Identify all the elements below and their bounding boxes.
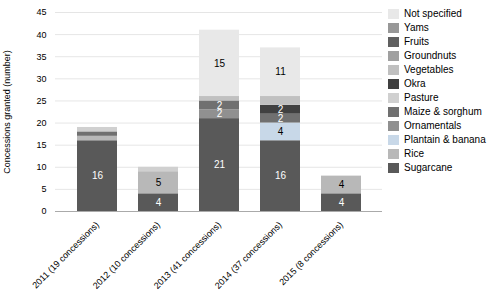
svg-text:0: 0 — [41, 206, 46, 216]
html-text:Ornamentals: Ornamentals — [404, 120, 462, 131]
svg-text:4: 4 — [278, 126, 284, 137]
svg-text:2013 (41 concessions): 2013 (41 concessions) — [152, 220, 223, 291]
svg-text:2: 2 — [217, 100, 223, 111]
svg-text:4: 4 — [156, 197, 162, 208]
svg-text:4: 4 — [339, 197, 345, 208]
svg-text:16: 16 — [275, 170, 287, 181]
svg-text:2012 (10 concessions): 2012 (10 concessions) — [91, 220, 162, 291]
svg-text:11: 11 — [275, 66, 286, 77]
svg-text:45: 45 — [36, 7, 46, 17]
svg-text:2015 (8 concessions): 2015 (8 concessions) — [277, 220, 345, 288]
html-text:Pasture: Pasture — [404, 92, 439, 103]
svg-text:16: 16 — [92, 170, 104, 181]
html-text:Yams: Yams — [404, 22, 429, 33]
svg-text:2: 2 — [278, 104, 284, 115]
svg-text:25: 25 — [36, 96, 46, 106]
svg-text:5: 5 — [156, 177, 162, 188]
svg-text:21: 21 — [214, 159, 226, 170]
svg-text:35: 35 — [36, 52, 46, 62]
svg-text:5: 5 — [41, 184, 46, 194]
html-text:Sugarcane: Sugarcane — [404, 162, 453, 173]
html-text:Maize & sorghum: Maize & sorghum — [404, 106, 482, 117]
svg-text:2: 2 — [277, 112, 284, 124]
svg-text:4: 4 — [339, 179, 345, 190]
svg-text:15: 15 — [214, 58, 226, 69]
svg-text:10: 10 — [36, 162, 46, 172]
html-text:Plantain & banana: Plantain & banana — [404, 134, 486, 145]
svg-text:40: 40 — [36, 29, 46, 39]
html-text:Okra: Okra — [404, 78, 426, 89]
svg-text:2014 (37 concessions): 2014 (37 concessions) — [213, 220, 284, 291]
svg-text:30: 30 — [36, 74, 46, 84]
svg-text:15: 15 — [36, 140, 46, 150]
svg-text:20: 20 — [36, 118, 46, 128]
html-text:Rice: Rice — [404, 148, 424, 159]
html-text:Fruits: Fruits — [404, 36, 429, 47]
svg-text:Concessions granted (number): Concessions granted (number) — [2, 50, 12, 174]
svg-text:2: 2 — [216, 108, 223, 120]
html-text:Groundnuts: Groundnuts — [404, 50, 457, 61]
html-text:Vegetables: Vegetables — [404, 64, 454, 75]
svg-text:2011 (19 concessions): 2011 (19 concessions) — [30, 220, 101, 291]
html-text:Not specified: Not specified — [404, 8, 462, 19]
